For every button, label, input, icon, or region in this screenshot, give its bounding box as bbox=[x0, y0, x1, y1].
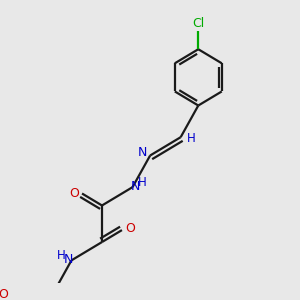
Text: H: H bbox=[57, 249, 65, 262]
Text: O: O bbox=[70, 187, 80, 200]
Text: H: H bbox=[187, 132, 195, 145]
Text: N: N bbox=[138, 146, 147, 159]
Text: Cl: Cl bbox=[192, 16, 204, 30]
Text: N: N bbox=[64, 253, 73, 266]
Text: H: H bbox=[138, 176, 146, 189]
Text: O: O bbox=[125, 222, 135, 235]
Text: O: O bbox=[0, 288, 8, 300]
Text: N: N bbox=[131, 180, 140, 193]
